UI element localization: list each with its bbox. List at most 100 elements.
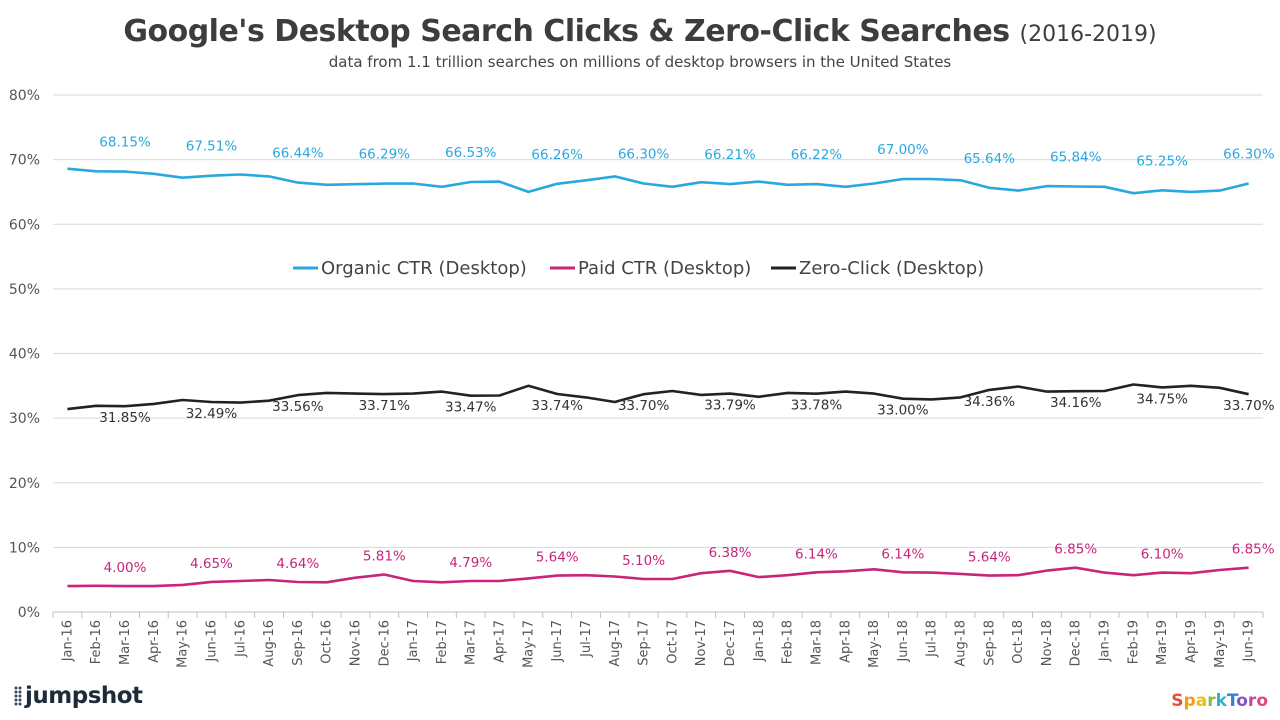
x-tick-label: May-19: [1213, 620, 1228, 668]
sparktoro-logo-letter: T: [1226, 691, 1237, 711]
sparktoro-logo-letter: a: [1195, 691, 1208, 711]
data-label: 6.85%: [1232, 542, 1275, 558]
data-label: 65.64%: [964, 151, 1016, 167]
x-tick-label: Sep-16: [291, 620, 306, 666]
data-label: 66.29%: [359, 147, 411, 163]
data-label: 66.53%: [445, 145, 497, 161]
x-tick-label: Aug-17: [608, 620, 623, 667]
sparktoro-logo-letter: r: [1247, 691, 1257, 711]
x-tick-label: Jun-19: [1242, 620, 1257, 663]
data-labels: 68.15% 67.51% 66.44% 66.29% 66.53% 66.26% 66.3…: [99, 135, 1274, 577]
x-tick-label: Oct-18: [1011, 620, 1026, 664]
x-tick-label: Oct-16: [320, 620, 335, 664]
series-line: [67, 383, 1249, 411]
data-label: 33.74%: [531, 398, 583, 414]
chart-legend: Organic CTR (Desktop) Paid CTR (Desktop) Z…: [293, 258, 984, 279]
data-label: 6.85%: [1054, 542, 1097, 558]
x-tick-label: Aug-16: [262, 620, 277, 667]
x-tick-label: Feb-16: [89, 620, 104, 664]
data-label: 33.70%: [618, 398, 670, 414]
data-label: 6.10%: [1141, 547, 1184, 563]
data-label: 66.22%: [791, 147, 843, 163]
chart-series: [67, 167, 1249, 588]
sparktoro-logo-letter: o: [1236, 691, 1248, 711]
x-tick-label: Dec-17: [723, 620, 738, 666]
sparktoro-logo-letter: k: [1215, 691, 1227, 711]
x-tick-label: Jul-18: [925, 620, 940, 658]
y-tick-label: 80%: [9, 88, 40, 104]
x-tick-label: May-18: [867, 620, 882, 668]
data-label: 34.75%: [1136, 391, 1188, 407]
data-label: 66.30%: [618, 147, 670, 163]
chart-title-suffix: (2016-2019): [1019, 22, 1157, 47]
x-tick-label: Nov-18: [1040, 620, 1055, 666]
chart-grid: [53, 94, 1263, 613]
data-label: 33.78%: [791, 398, 843, 414]
y-tick-label: 30%: [9, 411, 40, 427]
x-tick-label: Mar-16: [118, 620, 133, 665]
data-label: 68.15%: [99, 135, 151, 151]
x-tick-label: Jul-17: [579, 620, 594, 658]
x-tick-label: Apr-18: [838, 620, 853, 663]
data-label: 6.14%: [795, 546, 838, 562]
x-tick-label: Jan-17: [406, 620, 421, 662]
y-tick-label: 20%: [9, 476, 40, 492]
x-tick-label: Jan-18: [752, 620, 767, 662]
x-tick-label: Feb-18: [781, 620, 796, 664]
x-tick-label: Nov-16: [349, 620, 364, 666]
x-tick-label: Jan-19: [1098, 620, 1113, 662]
y-tick-label: 10%: [9, 540, 40, 556]
data-label: 66.30%: [1223, 147, 1275, 163]
y-tick-label: 40%: [9, 347, 40, 363]
sparktoro-logo-letter: S: [1171, 691, 1184, 711]
data-label: 4.79%: [449, 555, 492, 571]
series-line: [67, 167, 1249, 195]
data-label: 5.64%: [968, 550, 1011, 566]
data-label: 5.81%: [363, 548, 406, 564]
data-label: 67.00%: [877, 142, 929, 158]
y-axis: 0% 10% 20% 30% 40% 50% 60% 70% 80%: [9, 88, 40, 621]
x-tick-label: Apr-17: [493, 620, 508, 663]
data-label: 66.21%: [704, 147, 756, 163]
data-label: 4.65%: [190, 556, 233, 572]
data-label: 33.70%: [1223, 398, 1275, 414]
sparktoro-logo: SparkToro: [1171, 691, 1268, 711]
x-tick-label: May-17: [521, 620, 536, 668]
data-label: 33.56%: [272, 399, 324, 415]
data-label: 65.25%: [1136, 153, 1188, 169]
data-label: 33.71%: [359, 398, 411, 414]
data-label: 33.00%: [877, 403, 929, 419]
data-label: 4.64%: [276, 556, 319, 572]
jumpshot-dots-icon: [14, 686, 22, 706]
chart-title: Google's Desktop Search Clicks & Zero-Cl…: [0, 14, 1280, 49]
x-tick-label: Jan-16: [60, 620, 75, 662]
data-label: 34.36%: [964, 394, 1016, 410]
jumpshot-logo-text: jumpshot: [25, 683, 143, 709]
x-tick-label: Aug-18: [954, 620, 969, 667]
chart-title-main: Google's Desktop Search Clicks & Zero-Cl…: [123, 14, 1010, 49]
x-tick-label: Jun-18: [896, 620, 911, 663]
sparktoro-logo-letter: o: [1256, 691, 1268, 711]
x-tick-label: Feb-19: [1126, 620, 1141, 664]
data-label: 31.85%: [99, 410, 151, 426]
sparktoro-logo-letter: r: [1207, 691, 1216, 711]
x-tick-label: Oct-17: [665, 620, 680, 664]
legend-label: Zero-Click (Desktop): [799, 258, 984, 279]
x-tick-label: Jun-16: [204, 620, 219, 663]
x-tick-label: Nov-17: [694, 620, 709, 666]
x-tick-label: Mar-19: [1155, 620, 1170, 665]
data-label: 65.84%: [1050, 150, 1102, 166]
data-label: 32.49%: [186, 406, 238, 422]
data-label: 34.16%: [1050, 395, 1102, 411]
x-tick-label: Sep-18: [982, 620, 997, 666]
x-tick-label: Dec-18: [1069, 620, 1084, 666]
legend-label: Organic CTR (Desktop): [321, 258, 527, 279]
x-tick-label: Dec-16: [377, 620, 392, 666]
series-line: [67, 566, 1249, 588]
y-tick-label: 70%: [9, 153, 40, 169]
data-label: 33.79%: [704, 398, 756, 414]
x-tick-label: Jul-16: [233, 620, 248, 658]
data-label: 6.38%: [709, 545, 752, 561]
sparktoro-logo-letter: p: [1183, 691, 1196, 711]
